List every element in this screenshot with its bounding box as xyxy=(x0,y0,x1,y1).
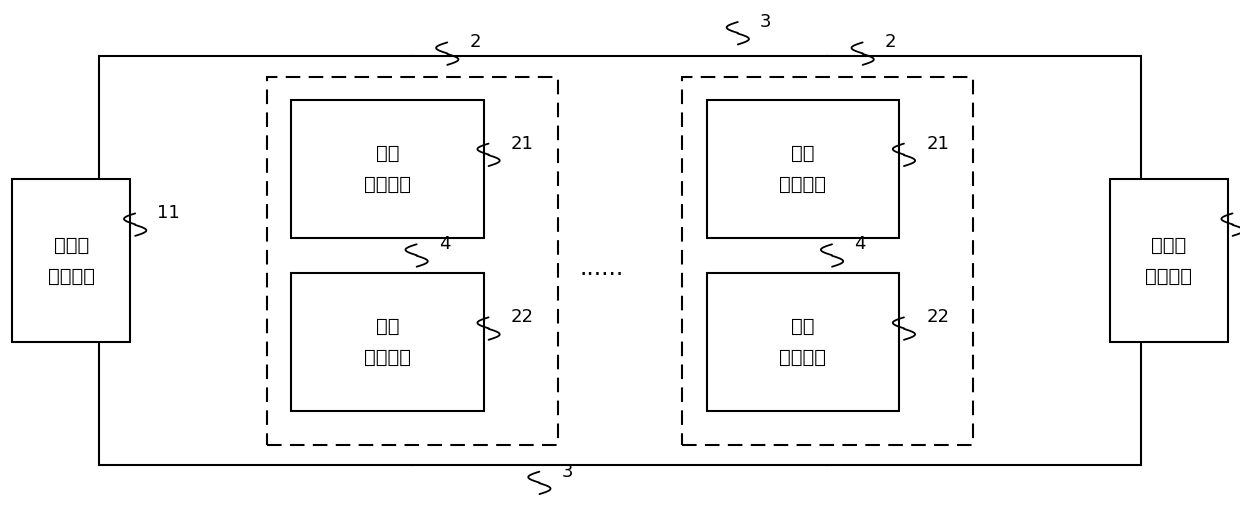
Bar xyxy=(682,77,973,445)
Text: 22: 22 xyxy=(511,308,534,327)
Bar xyxy=(99,56,1141,465)
Text: 3: 3 xyxy=(562,462,573,481)
Text: 4: 4 xyxy=(854,235,866,253)
Text: 客室
控制主机: 客室 控制主机 xyxy=(780,144,826,194)
Text: 2: 2 xyxy=(885,33,897,52)
Bar xyxy=(707,100,899,238)
Text: 司机室
控制主机: 司机室 控制主机 xyxy=(48,236,94,286)
Bar xyxy=(1110,179,1228,342)
Bar xyxy=(291,100,484,238)
Text: 21: 21 xyxy=(926,134,949,153)
Bar xyxy=(707,273,899,411)
Text: 司机室
控制主机: 司机室 控制主机 xyxy=(1146,236,1192,286)
Bar xyxy=(291,273,484,411)
Text: 21: 21 xyxy=(511,134,533,153)
Bar xyxy=(267,77,558,445)
Text: 4: 4 xyxy=(439,235,450,253)
Bar xyxy=(12,179,130,342)
Text: 客室
控制主机: 客室 控制主机 xyxy=(365,317,410,367)
Text: 客室
控制主机: 客室 控制主机 xyxy=(780,317,826,367)
Text: 3: 3 xyxy=(760,13,771,31)
Text: 2: 2 xyxy=(470,33,481,52)
Text: 22: 22 xyxy=(926,308,950,327)
Text: 11: 11 xyxy=(157,204,180,222)
Text: 客室
控制主机: 客室 控制主机 xyxy=(365,144,410,194)
Text: ......: ...... xyxy=(579,257,624,280)
